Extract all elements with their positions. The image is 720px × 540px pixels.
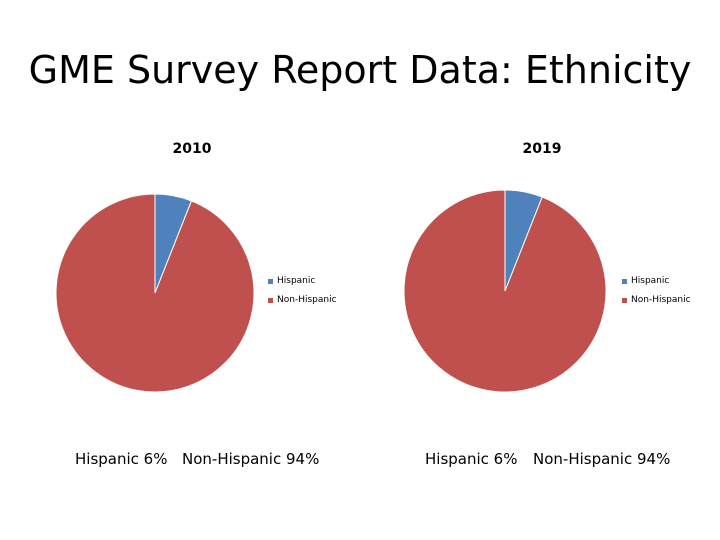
pie-chart-2019 (403, 189, 607, 393)
legend-label-non-hispanic-2010: Non-Hispanic (277, 295, 337, 305)
legend-swatch-hispanic-2019 (622, 278, 627, 284)
caption-hispanic-2019: Hispanic 6% (425, 450, 518, 468)
caption-non-hispanic-2010: Non-Hispanic 94% (182, 450, 320, 468)
pie-chart-2010 (55, 193, 255, 393)
pie-slice-non-hispanic-2010 (55, 193, 255, 393)
legend-item-non-hispanic-2019: Non-Hispanic (622, 295, 691, 305)
legend-swatch-hispanic-2010 (268, 278, 273, 284)
caption-hispanic-2010: Hispanic 6% (75, 450, 168, 468)
chart-title-2019: 2019 (522, 141, 562, 157)
caption-non-hispanic-2019: Non-Hispanic 94% (533, 450, 671, 468)
legend-swatch-non-hispanic-2019 (622, 297, 627, 303)
slide-title: GME Survey Report Data: Ethnicity (28, 48, 692, 92)
chart-title-2010: 2010 (172, 141, 212, 157)
legend-item-hispanic-2019: Hispanic (622, 276, 669, 286)
legend-item-hispanic-2010: Hispanic (268, 276, 315, 286)
legend-label-hispanic-2010: Hispanic (277, 276, 316, 286)
legend-item-non-hispanic-2010: Non-Hispanic (268, 295, 337, 305)
legend-swatch-non-hispanic-2010 (268, 297, 273, 303)
legend-label-non-hispanic-2019: Non-Hispanic (631, 295, 691, 305)
pie-slice-non-hispanic-2019 (403, 189, 607, 393)
legend-label-hispanic-2019: Hispanic (631, 276, 670, 286)
